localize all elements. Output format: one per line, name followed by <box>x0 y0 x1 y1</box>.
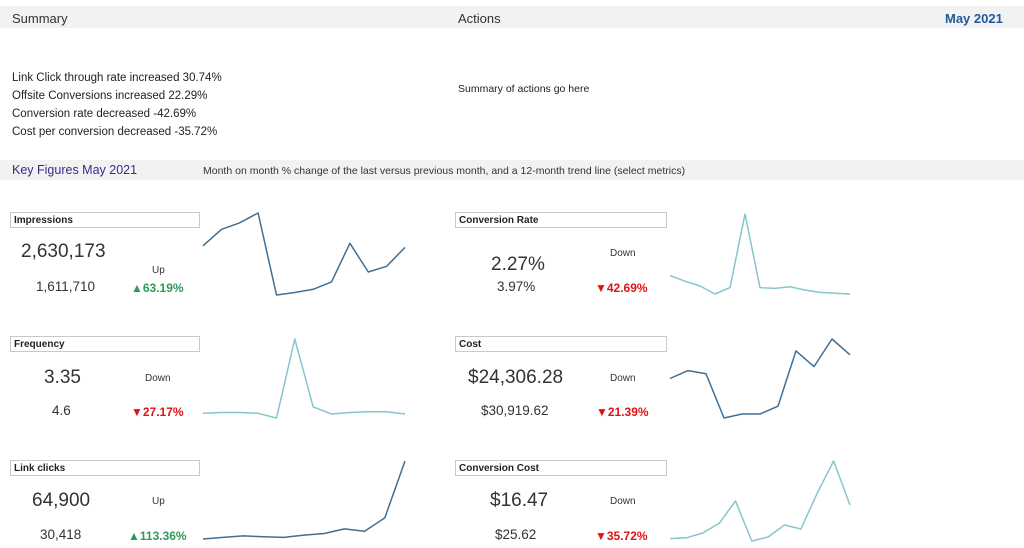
impressions-current: 2,630,173 <box>21 241 106 262</box>
summary-line: Conversion rate decreased -42.69% <box>12 108 197 120</box>
conversion-rate-direction: Down <box>610 248 636 259</box>
metric-label-conversion-rate: Conversion Rate <box>455 212 667 228</box>
trend-line <box>202 338 406 419</box>
cost-previous: $30,919.62 <box>481 403 549 418</box>
conversion-rate-previous: 3.97% <box>497 279 536 294</box>
conversion-rate-change: ▼42.69% <box>595 281 648 295</box>
impressions-previous: 1,611,710 <box>36 279 96 294</box>
cost-trend-sparkline <box>669 338 851 419</box>
frequency-direction: Down <box>145 373 171 384</box>
cost-change: ▼21.39% <box>596 405 649 419</box>
cost-direction: Down <box>610 373 636 384</box>
conversion-cost-previous: $25.62 <box>495 527 537 542</box>
summary-line: Link Click through rate increased 30.74% <box>12 72 222 84</box>
link-clicks-previous: 30,418 <box>40 527 82 542</box>
link-clicks-change: ▲113.36% <box>128 529 187 543</box>
key-figures-band <box>0 160 1024 180</box>
trend-line <box>669 338 851 419</box>
link-clicks-trend-sparkline <box>202 460 406 540</box>
trend-line <box>202 212 406 296</box>
summary-line: Cost per conversion decreased -35.72% <box>12 126 218 138</box>
impressions-trend-sparkline <box>202 212 406 296</box>
actions-header-band <box>435 6 1024 28</box>
frequency-previous: 4.6 <box>52 403 71 418</box>
trend-line <box>669 460 851 542</box>
metric-label-conversion-cost: Conversion Cost <box>455 460 667 476</box>
summary-header-band <box>0 6 435 28</box>
frequency-current: 3.35 <box>44 367 81 388</box>
metric-label-impressions: Impressions <box>10 212 200 228</box>
link-clicks-current: 64,900 <box>32 490 91 511</box>
conversion-cost-change: ▼35.72% <box>595 529 648 543</box>
conversion-cost-current: $16.47 <box>490 490 549 511</box>
conversion-cost-direction: Down <box>610 496 636 507</box>
impressions-change: ▲63.19% <box>131 281 184 295</box>
cost-current: $24,306.28 <box>468 367 564 388</box>
summary-title: Summary <box>12 11 68 26</box>
conversion-cost-trend-sparkline <box>669 460 851 542</box>
metric-label-cost: Cost <box>455 336 667 352</box>
link-clicks-direction: Up <box>152 496 165 507</box>
actions-title: Actions <box>458 11 501 26</box>
frequency-trend-sparkline <box>202 338 406 419</box>
trend-line <box>202 460 406 540</box>
key-figures-subtitle: Month on month % change of the last vers… <box>203 165 686 177</box>
metric-label-frequency: Frequency <box>10 336 200 352</box>
conversion-rate-trend-sparkline <box>669 213 851 295</box>
frequency-change: ▼27.17% <box>131 405 184 419</box>
summary-line: Offsite Conversions increased 22.29% <box>12 90 208 102</box>
impressions-direction: Up <box>152 265 165 276</box>
key-figures-title: Key Figures May 2021 <box>12 163 138 177</box>
metric-label-link-clicks: Link clicks <box>10 460 200 476</box>
actions-text: Summary of actions go here <box>458 83 590 95</box>
trend-line <box>669 213 851 295</box>
report-month: May 2021 <box>945 11 1003 26</box>
conversion-rate-current: 2.27% <box>491 254 545 275</box>
